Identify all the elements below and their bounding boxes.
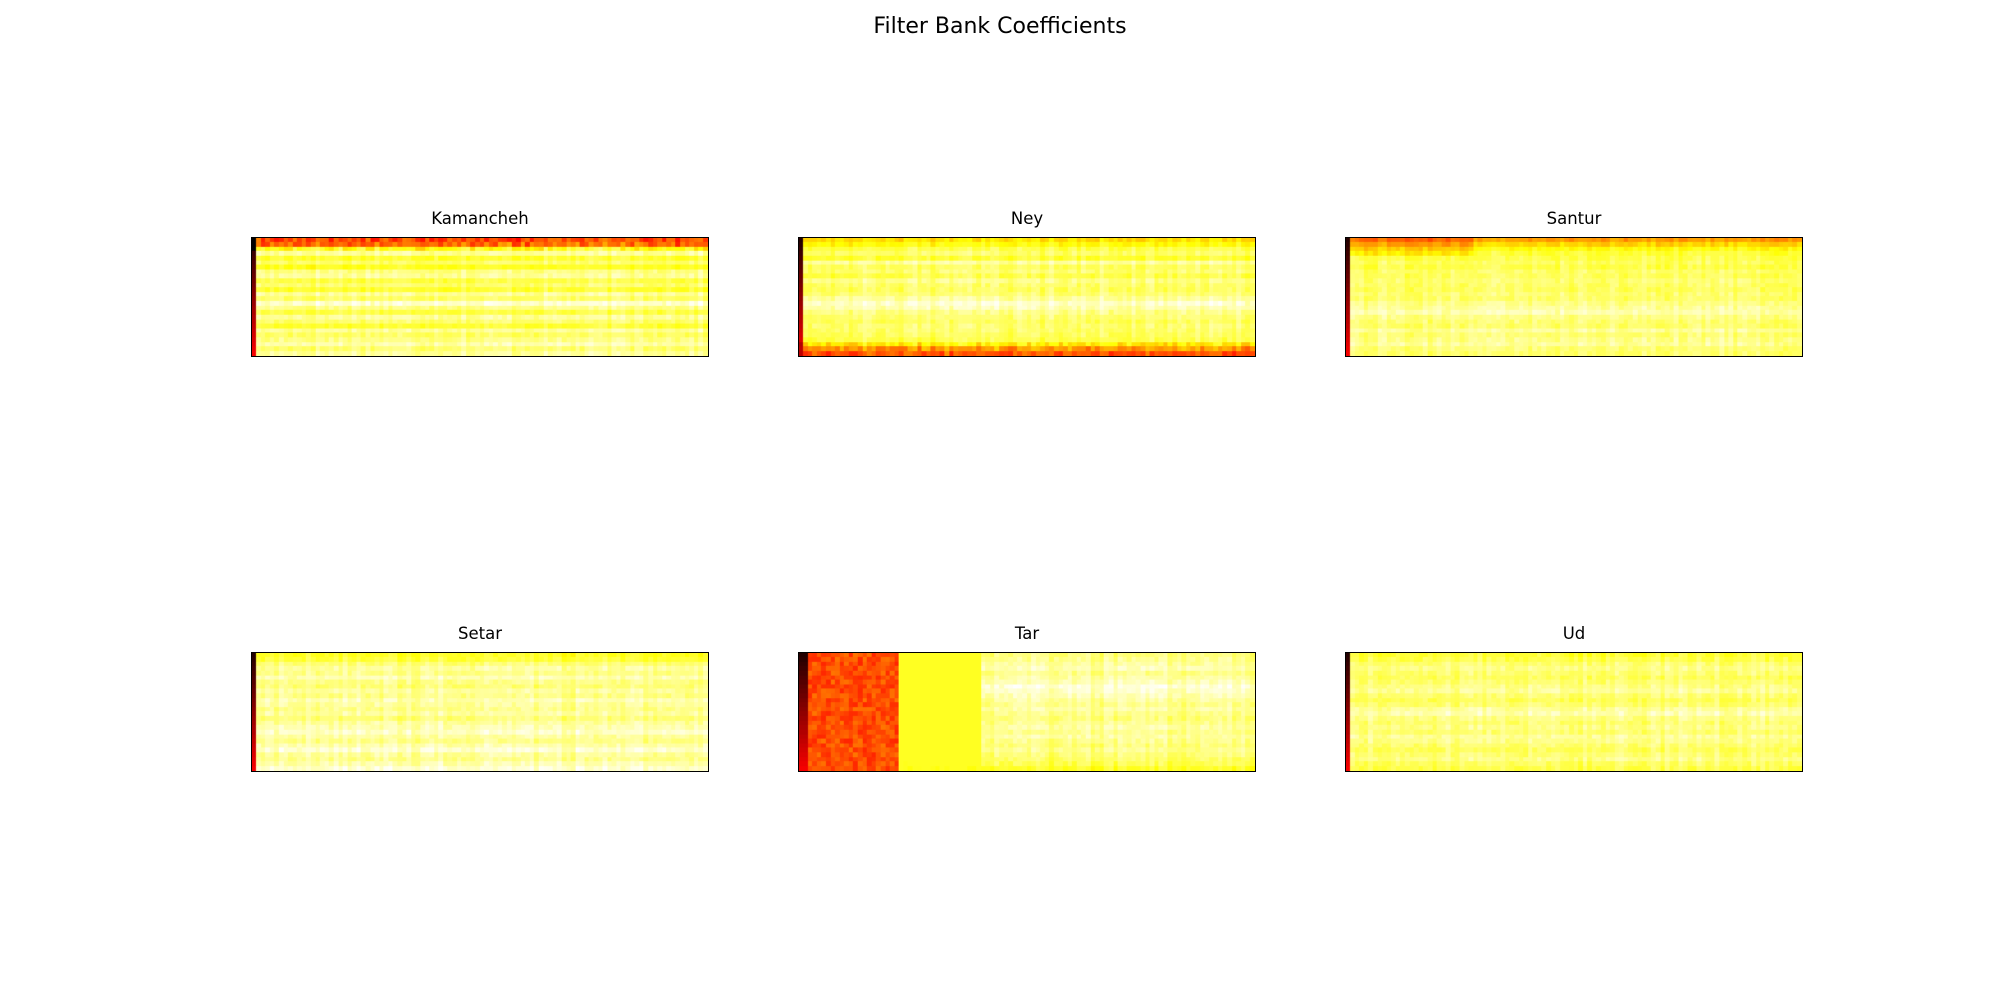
- heatmap-kamancheh: [251, 237, 709, 357]
- heatmap-setar: [251, 652, 709, 772]
- panel-title: Setar: [458, 624, 502, 643]
- panel-setar: Setar: [251, 624, 709, 772]
- panel-santur: Santur: [1345, 209, 1803, 357]
- panel-tar: Tar: [798, 624, 1256, 772]
- panel-title: Tar: [1014, 624, 1040, 643]
- panel-ney: Ney: [798, 209, 1256, 357]
- heatmap-tar: [798, 652, 1256, 772]
- panel-kamancheh: Kamancheh: [251, 209, 709, 357]
- figure-title: Filter Bank Coefficients: [873, 14, 1127, 39]
- heatmap-santur: [1345, 237, 1803, 357]
- panel-title: Ney: [1010, 209, 1044, 228]
- heatmap-ud: [1345, 652, 1803, 772]
- panel-title: Santur: [1546, 209, 1602, 228]
- panel-title: Ud: [1562, 624, 1586, 643]
- panel-title: Kamancheh: [431, 209, 529, 228]
- heatmap-ney: [798, 237, 1256, 357]
- panel-ud: Ud: [1345, 624, 1803, 772]
